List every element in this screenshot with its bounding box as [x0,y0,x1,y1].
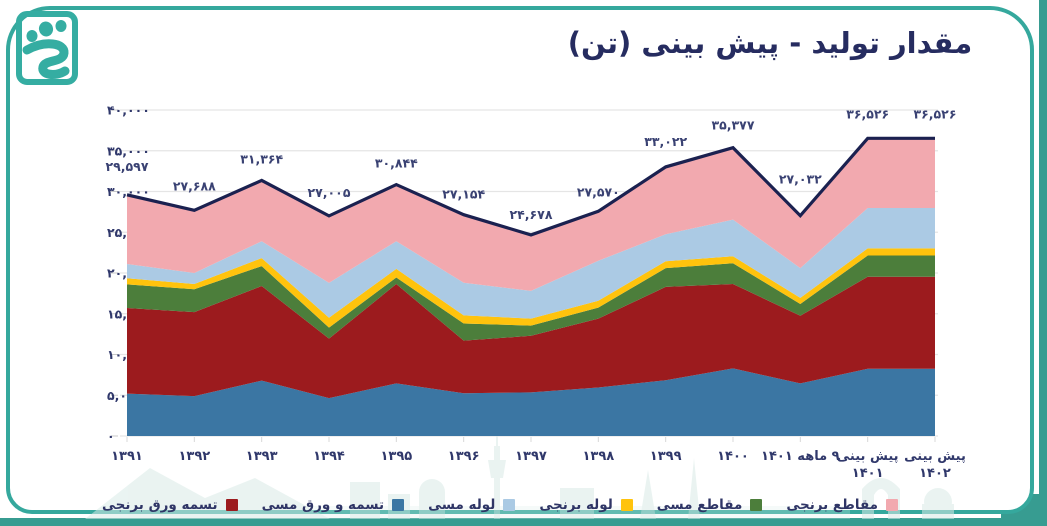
data-label: ۲۷,۵۷۰ [577,184,620,199]
area-copper-profiles [127,255,935,341]
area-brass-strip-sheet [127,276,935,399]
legend-item: تسمه ورق برنجی [102,497,238,513]
area-brass-profiles [127,138,935,291]
legend-label: لوله برنجی [539,497,613,513]
logo-dot-left [26,30,38,42]
x-axis-label: ۱۳۹۸ [582,449,614,464]
legend-swatch [503,499,516,511]
data-label: ۳۳,۰۲۲ [644,134,687,149]
y-axis-label: ۳۵,۰۰۰ [107,143,150,158]
x-axis-label: ۱۳۹۱ [111,449,143,464]
legend-item: مقاطع مسی [657,497,763,513]
logo-dot-right [55,20,67,32]
y-axis-label: ۳۰,۰۰۰ [107,184,150,199]
logo-frame [16,11,78,85]
chart-legend: تسمه ورق برنجی تسمه و ورق مسی لوله مسی لوله… [0,497,1000,513]
y-axis-label: ۴۰,۰۰۰ [107,103,150,118]
x-axis-label: ۱۴۰۰ [717,449,749,464]
logo-dot-middle [38,21,54,37]
x-axis-label: ۹ ماهه ۱۴۰۱ [761,449,840,464]
legend-item: تسمه و ورق مسی [262,497,405,513]
legend-label: لوله مسی [428,497,496,513]
x-axis-label: ۱۳۹۳ [246,449,278,464]
legend-label: تسمه ورق برنجی [101,497,218,513]
legend-item: لوله مسی [428,497,516,513]
data-label: ۲۷,۰۰۵ [308,185,351,200]
data-label: ۲۴,۶۷۸ [510,207,553,222]
company-logo [16,11,78,85]
legend-swatch [750,499,763,511]
stacked-areas [127,138,935,436]
legend-item: لوله برنجی [539,497,633,513]
legend-label: مقاطع مسی [656,497,743,513]
page-title: مقدار تولید - پیش بینی (تن) [567,26,973,60]
data-label: ۲۹,۵۹۷ [106,159,149,174]
area-copper-strip-sheet [127,368,935,436]
x-axis-label: ۱۳۹۷ [515,449,547,464]
data-label: ۲۷,۶۸۸ [173,178,216,193]
data-label: ۳۵,۳۷۷ [712,118,755,133]
x-axis-label: ۱۳۹۴ [313,449,345,464]
data-label: ۲۷,۱۵۴ [442,187,485,202]
data-label: ۳۱,۳۶۴ [240,151,283,166]
total-line [126,136,935,237]
axes: ۰۵,۰۰۰۱۰,۰۰۰۱۵,۰۰۰۲۰,۰۰۰۲۵,۰۰۰۳۰,۰۰۰۳۵,۰… [107,103,966,482]
x-axis-label: پیش بینی ۱۴۰۲ [904,449,966,481]
legend-label: مقاطع برنجی [786,497,879,513]
data-label: ۲۷,۰۳۲ [779,172,822,187]
data-label: ۳۶,۵۲۶ [846,106,889,121]
teal-right-strip [1039,0,1047,526]
legend-swatch [225,499,238,511]
legend-swatch [620,499,633,511]
y-axis-label: ۰ [107,429,115,444]
legend-label: تسمه و ورق مسی [261,497,385,513]
data-labels: ۲۹,۵۹۷ ۲۷,۶۸۸ ۳۱,۳۶۴ ۲۷,۰۰۵ ۳۰,۸۴۴ ۲۷,۱۵۴ ۲۴,۶… [106,106,957,222]
total-line-path [126,136,935,237]
legend-item: مقاطع برنجی [786,497,899,513]
teal-bottom-strip [0,518,1047,526]
data-label: ۳۶,۵۲۶ [914,106,957,121]
legend-swatch [886,499,899,511]
area-copper-pipe [127,208,935,319]
x-axis-label: ۱۳۹۹ [650,449,682,464]
x-axis-label: ۱۳۹۲ [178,449,210,464]
x-axis-label: پیش بینی ۱۴۰۱ [837,449,899,481]
x-axis-label: ۱۳۹۶ [448,449,480,464]
x-axis-label: ۱۳۹۵ [380,449,412,464]
logo-swoosh [22,39,70,79]
legend-swatch [392,499,405,511]
data-label: ۳۰,۸۴۴ [375,156,418,171]
area-brass-pipe [127,248,935,328]
